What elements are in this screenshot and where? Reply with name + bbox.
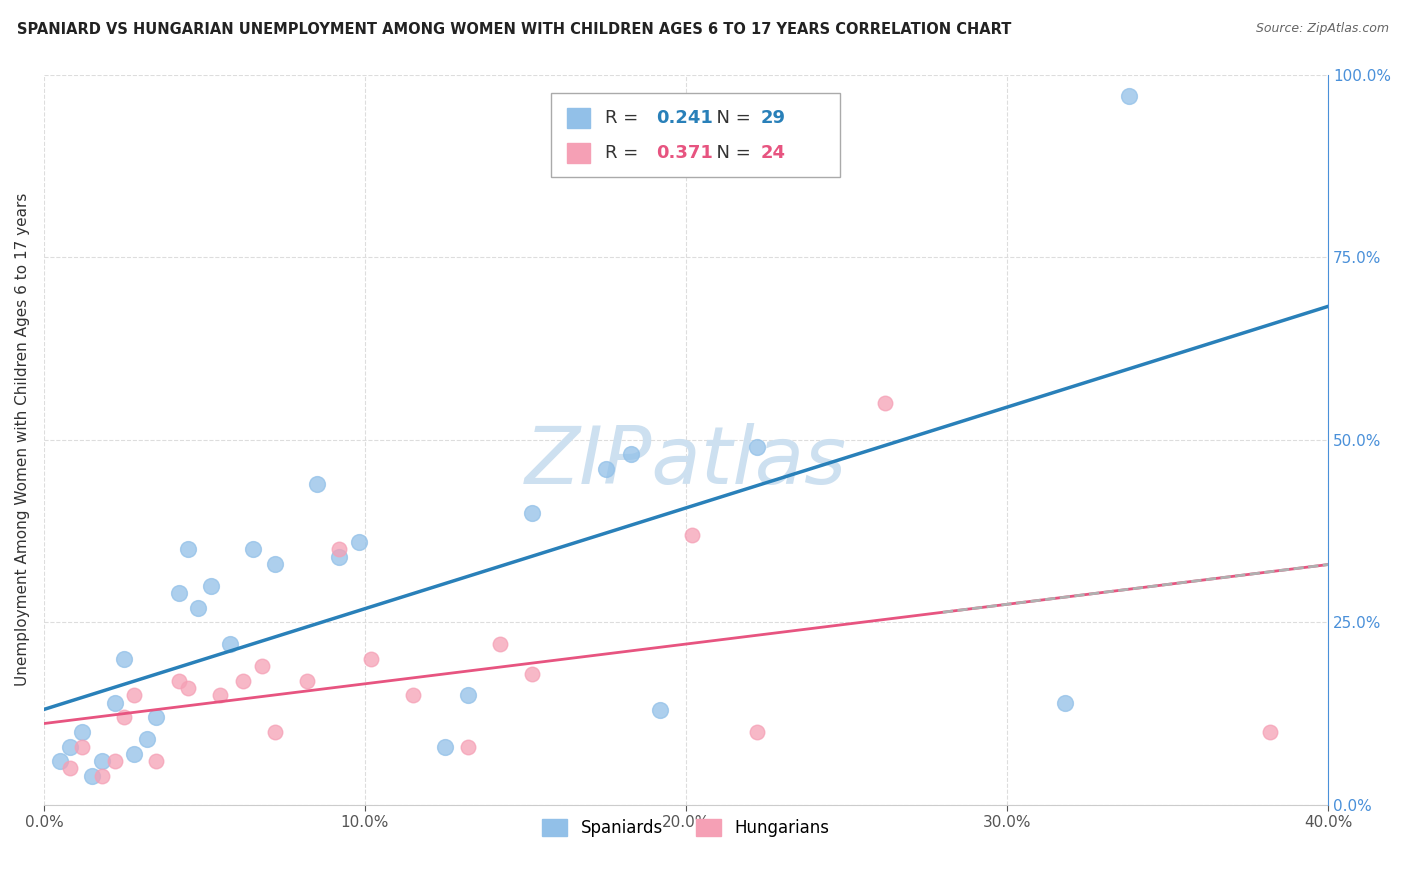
Text: 29: 29 bbox=[761, 109, 786, 127]
Point bbox=[103, 754, 125, 768]
Text: ZIPatlas: ZIPatlas bbox=[524, 423, 846, 500]
Point bbox=[242, 542, 264, 557]
Point bbox=[112, 652, 135, 666]
Point bbox=[58, 739, 80, 754]
Point bbox=[58, 762, 80, 776]
Point bbox=[103, 696, 125, 710]
Point bbox=[90, 754, 112, 768]
Text: R =: R = bbox=[605, 145, 644, 162]
Point bbox=[80, 769, 103, 783]
Point bbox=[200, 579, 222, 593]
Point bbox=[72, 725, 94, 739]
Point bbox=[264, 725, 287, 739]
Point bbox=[167, 586, 190, 600]
Point bbox=[49, 754, 72, 768]
Point bbox=[457, 689, 479, 703]
Point bbox=[520, 506, 543, 520]
Point bbox=[520, 666, 543, 681]
Point bbox=[402, 689, 425, 703]
Point bbox=[457, 739, 479, 754]
Point bbox=[264, 557, 287, 571]
Text: SPANIARD VS HUNGARIAN UNEMPLOYMENT AMONG WOMEN WITH CHILDREN AGES 6 TO 17 YEARS : SPANIARD VS HUNGARIAN UNEMPLOYMENT AMONG… bbox=[17, 22, 1011, 37]
Point bbox=[122, 747, 145, 761]
Point bbox=[122, 689, 145, 703]
Point bbox=[434, 739, 457, 754]
Point bbox=[72, 739, 94, 754]
Point bbox=[112, 710, 135, 724]
Point bbox=[145, 754, 167, 768]
Point bbox=[145, 710, 167, 724]
Point bbox=[873, 396, 896, 410]
Point bbox=[90, 769, 112, 783]
Point bbox=[347, 535, 370, 549]
Text: 24: 24 bbox=[761, 145, 786, 162]
Text: 0.241: 0.241 bbox=[657, 109, 713, 127]
Point bbox=[232, 673, 254, 688]
Point bbox=[135, 732, 157, 747]
Bar bbox=[567, 143, 589, 163]
Point bbox=[681, 527, 703, 541]
Point bbox=[595, 462, 617, 476]
Point bbox=[187, 600, 209, 615]
Point bbox=[219, 637, 242, 651]
Point bbox=[328, 549, 350, 564]
Bar bbox=[551, 93, 841, 177]
Bar bbox=[567, 108, 589, 128]
Y-axis label: Unemployment Among Women with Children Ages 6 to 17 years: Unemployment Among Women with Children A… bbox=[15, 193, 30, 687]
Point bbox=[167, 673, 190, 688]
Point bbox=[745, 725, 768, 739]
Point bbox=[177, 681, 200, 695]
Point bbox=[1260, 725, 1282, 739]
Point bbox=[305, 476, 328, 491]
Text: 0.371: 0.371 bbox=[657, 145, 713, 162]
Point bbox=[650, 703, 672, 717]
Point bbox=[360, 652, 382, 666]
Legend: Spaniards, Hungarians: Spaniards, Hungarians bbox=[536, 813, 837, 844]
Point bbox=[620, 447, 643, 461]
Point bbox=[1118, 89, 1140, 103]
Point bbox=[328, 542, 350, 557]
Text: Source: ZipAtlas.com: Source: ZipAtlas.com bbox=[1256, 22, 1389, 36]
Point bbox=[488, 637, 510, 651]
Text: R =: R = bbox=[605, 109, 644, 127]
Text: N =: N = bbox=[706, 145, 756, 162]
Point bbox=[295, 673, 318, 688]
Point bbox=[745, 440, 768, 454]
Point bbox=[177, 542, 200, 557]
Point bbox=[209, 689, 232, 703]
Text: N =: N = bbox=[706, 109, 756, 127]
Point bbox=[1053, 696, 1076, 710]
Point bbox=[250, 659, 273, 673]
